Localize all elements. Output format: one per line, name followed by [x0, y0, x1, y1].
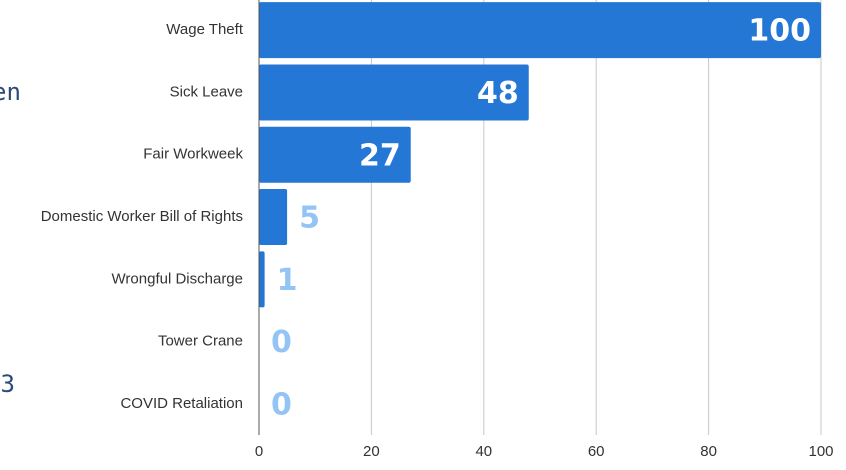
y-tick-label: Domestic Worker Bill of Rights — [41, 208, 243, 225]
value-label: 27 — [359, 138, 401, 173]
bar — [259, 251, 265, 308]
value-label: 1 — [277, 263, 298, 298]
y-tick-label: Tower Crane — [158, 333, 243, 350]
y-tick-label: COVID Retaliation — [120, 395, 243, 412]
y-tick-label: Sick Leave — [170, 83, 243, 100]
bar — [259, 126, 411, 183]
annotation: 23 — [0, 370, 15, 398]
x-tick-label: 0 — [255, 443, 263, 460]
x-tick-label: 80 — [700, 443, 717, 460]
y-tick-label: Fair Workweek — [143, 146, 243, 163]
bar — [259, 189, 288, 246]
value-label: 0 — [271, 387, 292, 422]
x-tick-label: 40 — [475, 443, 492, 460]
y-tick-label: Wrongful Discharge — [112, 270, 243, 287]
bar — [259, 64, 529, 121]
value-label: 100 — [748, 14, 811, 49]
x-tick-label: 20 — [363, 443, 380, 460]
value-label: 5 — [299, 201, 320, 236]
x-tick-label: 60 — [588, 443, 605, 460]
y-tick-label: Wage Theft — [166, 21, 244, 38]
bar — [259, 2, 821, 59]
value-label: 48 — [477, 76, 519, 111]
x-tick-label: 100 — [808, 443, 833, 460]
value-label: 0 — [271, 325, 292, 360]
annotation: en — [0, 78, 21, 106]
